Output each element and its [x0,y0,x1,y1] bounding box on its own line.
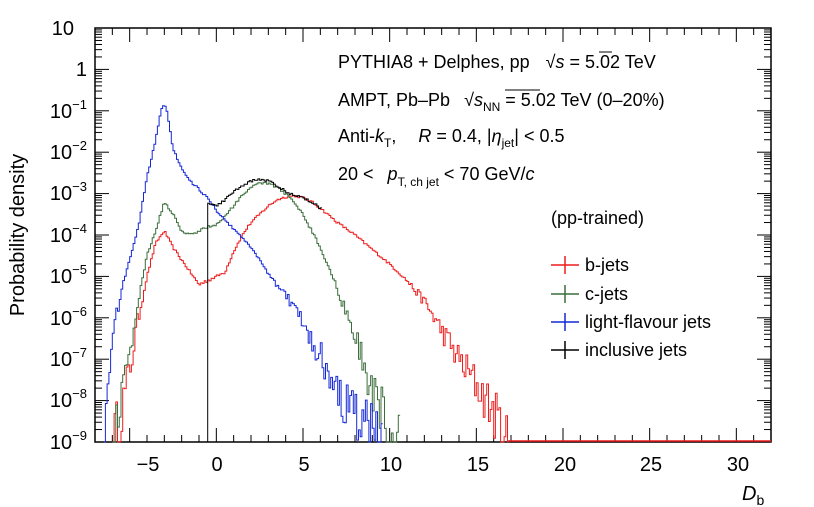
y-tick-label-1e-1: 10−1 [50,97,87,123]
y-tick-label-1e0: 1 [76,59,87,81]
x-tick-label-5: 5 [298,454,309,476]
y-tick-label-1e-6: 10−6 [50,304,87,330]
info-line-4: 20 < pT, ch jet < 70 GeV/c [338,164,534,189]
x-tick-label-20: 20 [554,454,576,476]
y-tick-label-1e-9: 10−9 [50,428,87,454]
series-line-light-flavour-jets [103,105,383,443]
x-axis-ticks [94,28,772,442]
series-line-b-jets [112,194,510,443]
legend-entry-light-jets: light-flavour jets [551,312,711,332]
y-tick-label-1e-8: 10−8 [50,386,87,412]
y-tick-label-1e-5: 10−5 [50,262,87,288]
x-tick-label-30: 30 [727,454,749,476]
y-tick-label-1e-3: 10−3 [50,179,87,205]
legend-header: (pp-trained) [551,208,644,228]
series-b-jets [112,194,510,443]
y-tick-label-1e1: 10 [52,18,74,40]
x-tick-label-0: 0 [211,454,222,476]
legend-entry-c-jets: c-jets [551,284,628,304]
x-axis-title: Db [742,483,764,507]
legend-label-inclusive-jets: inclusive jets [585,340,687,360]
series-line-inclusive-jets [207,178,323,442]
legend-label-light-jets: light-flavour jets [585,312,711,332]
info-line-2: AMPT, Pb–Pb √sNN = 5.02 TeV (0–20%) [338,90,665,114]
x-tick-label-25: 25 [640,454,662,476]
legend-entry-inclusive-jets: inclusive jets [551,340,687,360]
legend-label-b-jets: b-jets [585,255,629,275]
y-axis-title: Probability density [7,154,29,316]
x-axis-tick-labels: −5 0 5 10 15 20 25 30 [137,454,750,476]
series-c-jets [112,181,401,443]
series-light-flavour-jets [103,105,383,443]
series-line-c-jets [112,181,401,443]
legend-entry-b-jets: b-jets [551,255,629,275]
y-axis-tick-labels: 10 1 10−1 10−2 10−3 10−4 10−5 10−6 10−7 … [50,18,87,454]
series-inclusive-jets [207,178,323,442]
info-line-1: PYTHIA8 + Delphes, pp √s = 5.02 TeV [338,52,656,72]
series-layer [103,105,771,443]
y-tick-label-1e-4: 10−4 [50,221,87,247]
info-line-3: Anti-kT, R = 0.4, |ηjet| < 0.5 [338,126,565,150]
legend: (pp-trained) b-jets c-jets light-flavour… [551,208,711,360]
y-axis-ticks [95,27,771,443]
x-tick-label-15: 15 [467,454,489,476]
y-tick-label-1e-7: 10−7 [50,345,87,371]
x-tick-label-10: 10 [380,454,402,476]
y-tick-label-1e-2: 10−2 [50,138,87,164]
legend-label-c-jets: c-jets [585,284,628,304]
x-tick-label--5: −5 [137,454,160,476]
